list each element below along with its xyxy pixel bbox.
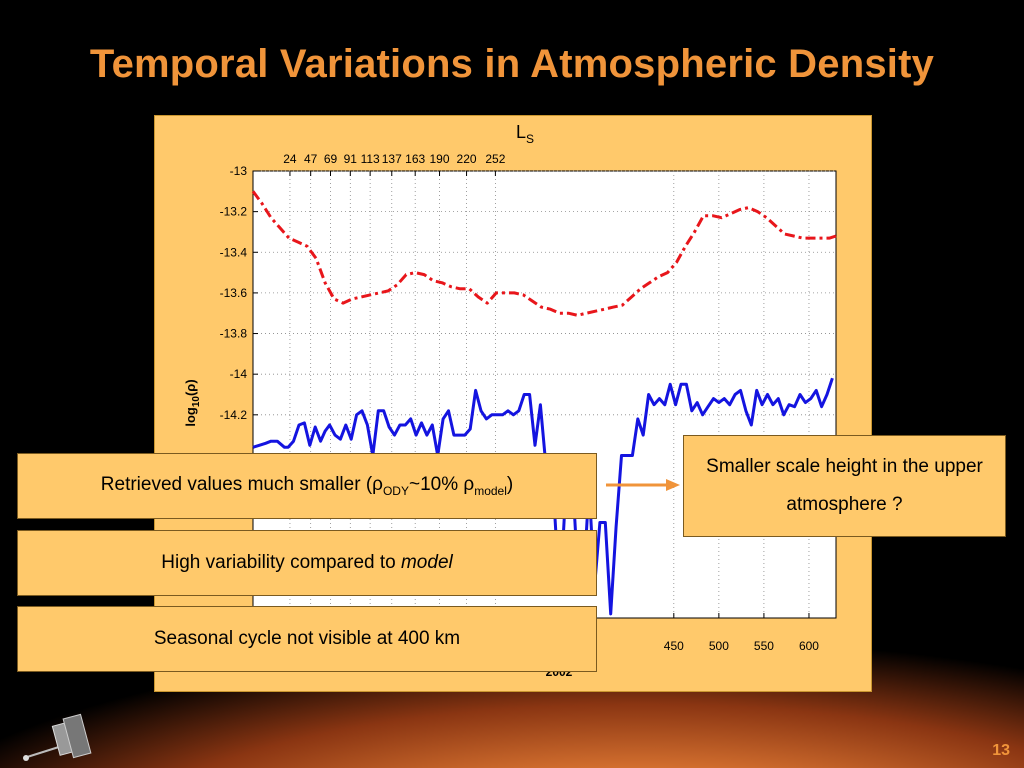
spacecraft-icon xyxy=(23,713,92,761)
y-axis-label-main: log xyxy=(183,407,198,427)
bottom-tick-label: 500 xyxy=(709,639,729,653)
callout-variability-text: High variability compared to xyxy=(161,552,401,573)
top-tick-label: 24 xyxy=(283,152,297,166)
y-tick-label: -14 xyxy=(230,367,248,381)
slide-title: Temporal Variations in Atmospheric Densi… xyxy=(89,42,935,86)
top-tick-label: 69 xyxy=(324,152,338,166)
y-axis-label-sub: 10 xyxy=(191,396,202,408)
top-tick-label: 163 xyxy=(405,152,425,166)
bottom-tick-label: 600 xyxy=(799,639,819,653)
top-axis-label: LS xyxy=(516,122,534,146)
top-tick-label: 47 xyxy=(304,152,318,166)
top-tick-label: 252 xyxy=(485,152,505,166)
y-tick-label: -14.2 xyxy=(220,408,248,422)
y-tick-label: -13.2 xyxy=(220,205,248,219)
callout-retrieved-text-pre: Retrieved values much smaller (ρ xyxy=(100,474,383,496)
y-tick-label: -13.8 xyxy=(220,327,248,341)
callout-retrieved-sub-ody: ODY xyxy=(382,483,409,498)
y-tick-label: -13.6 xyxy=(220,286,248,300)
y-axis-label: log10(ρ) xyxy=(183,379,202,426)
y-axis-label-tail: (ρ) xyxy=(183,379,198,396)
callout-retrieved-sub-model: model xyxy=(474,483,507,498)
bottom-tick-label: 450 xyxy=(664,639,684,653)
y-tick-label: -13.4 xyxy=(220,245,248,259)
y-tick-label: -13 xyxy=(230,164,248,178)
arrow-right-icon xyxy=(606,479,680,491)
callout-retrieved-text-mid: ~10% ρ xyxy=(408,474,475,496)
top-tick-label: 220 xyxy=(457,152,477,166)
top-tick-label: 113 xyxy=(361,152,380,166)
page-number: 13 xyxy=(992,742,1010,759)
bottom-tick-label: 550 xyxy=(754,639,774,653)
top-tick-label: 91 xyxy=(344,152,358,166)
top-tick-label: 190 xyxy=(430,152,450,166)
callout-scale-height: Smaller scale height in the upper atmosp… xyxy=(683,435,1006,537)
chart-panel: 24 47 69 91 113 137 163 190 220 252 450 500 550 600 -1… xyxy=(154,115,872,692)
density-chart: 24 47 69 91 113 137 163 190 220 252 450 500 550 600 -1… xyxy=(183,122,837,679)
callout-variability-em: model xyxy=(400,552,453,573)
top-tick-label: 137 xyxy=(382,152,402,166)
callout-retrieved-text-post: ) xyxy=(506,474,514,496)
series-model-line xyxy=(251,190,837,317)
callout-high-variability: High variability compared to model xyxy=(17,530,597,596)
callout-seasonal-cycle: Seasonal cycle not visible at 400 km xyxy=(17,606,597,672)
top-axis-label-main: L xyxy=(516,122,526,142)
series-retrieved-line xyxy=(252,377,834,616)
callout-retrieved-values: Retrieved values much smaller (ρODY~10% … xyxy=(17,453,597,519)
top-axis-label-sub: S xyxy=(526,132,534,146)
